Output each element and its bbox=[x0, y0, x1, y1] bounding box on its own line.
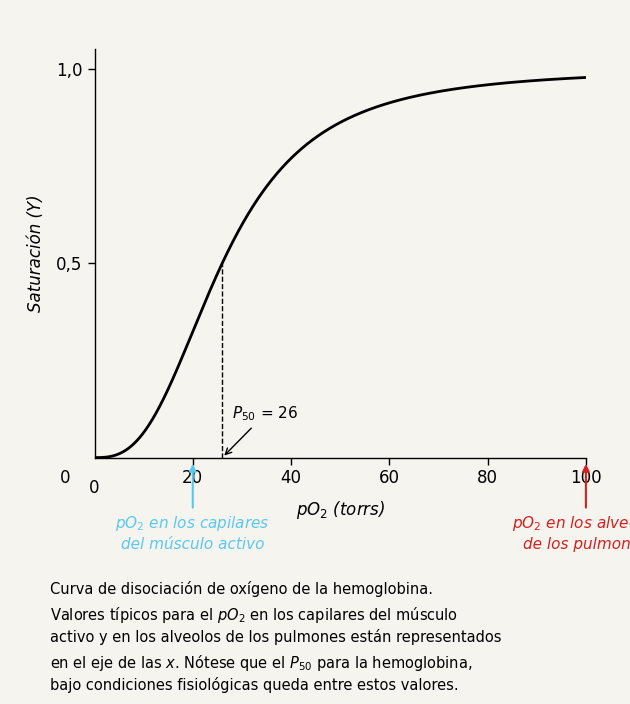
Text: activo y en los alveolos de los pulmones están representados: activo y en los alveolos de los pulmones… bbox=[50, 629, 502, 645]
Text: en el eje de las $x$. Nótese que el $P_{50}$ para la hemoglobina,: en el eje de las $x$. Nótese que el $P_{… bbox=[50, 653, 472, 672]
Text: del músculo activo: del músculo activo bbox=[121, 537, 265, 552]
Text: Curva de disociación de oxígeno de la hemoglobina.: Curva de disociación de oxígeno de la he… bbox=[50, 581, 433, 597]
Y-axis label: Saturación (Y): Saturación (Y) bbox=[27, 194, 45, 313]
Text: bajo condiciones fisiológicas queda entre estos valores.: bajo condiciones fisiológicas queda entr… bbox=[50, 677, 459, 693]
Text: $P_{50}$ = 26: $P_{50}$ = 26 bbox=[226, 405, 298, 455]
Text: 0: 0 bbox=[89, 479, 100, 497]
Text: de los pulmones: de los pulmones bbox=[524, 537, 630, 552]
Text: Valores típicos para el $pO_2$ en los capilares del músculo: Valores típicos para el $pO_2$ en los ca… bbox=[50, 605, 459, 624]
Text: $pO_2$ en los alveolos: $pO_2$ en los alveolos bbox=[512, 514, 630, 533]
X-axis label: $pO_2$ (torrs): $pO_2$ (torrs) bbox=[295, 498, 385, 520]
Text: 0: 0 bbox=[59, 470, 70, 487]
Text: $pO_2$ en los capilares: $pO_2$ en los capilares bbox=[115, 514, 270, 533]
